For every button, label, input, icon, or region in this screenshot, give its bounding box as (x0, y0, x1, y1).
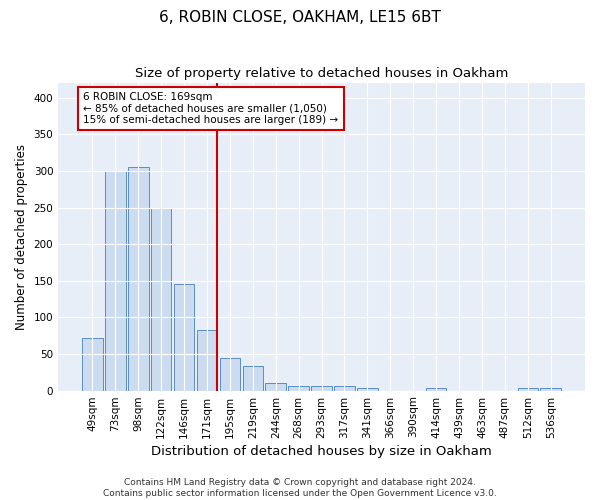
Title: Size of property relative to detached houses in Oakham: Size of property relative to detached ho… (135, 68, 508, 80)
Bar (174, 284, 194, 391)
Bar (128, 168, 149, 390)
Bar (334, 386, 355, 390)
Bar (518, 388, 538, 390)
Bar (311, 386, 332, 390)
Bar (105, 171, 125, 390)
Bar (541, 388, 561, 390)
Text: 6 ROBIN CLOSE: 169sqm
← 85% of detached houses are smaller (1,050)
15% of semi-d: 6 ROBIN CLOSE: 169sqm ← 85% of detached … (83, 92, 338, 125)
Bar (151, 208, 172, 390)
Y-axis label: Number of detached properties: Number of detached properties (15, 144, 28, 330)
Bar (220, 358, 240, 390)
Bar (82, 338, 103, 390)
Bar (426, 388, 446, 390)
Bar (265, 383, 286, 390)
Text: 6, ROBIN CLOSE, OAKHAM, LE15 6BT: 6, ROBIN CLOSE, OAKHAM, LE15 6BT (159, 10, 441, 25)
Bar (357, 388, 378, 390)
Bar (289, 386, 309, 390)
Bar (197, 330, 217, 390)
Text: Contains HM Land Registry data © Crown copyright and database right 2024.
Contai: Contains HM Land Registry data © Crown c… (103, 478, 497, 498)
Bar (242, 366, 263, 390)
X-axis label: Distribution of detached houses by size in Oakham: Distribution of detached houses by size … (151, 444, 492, 458)
